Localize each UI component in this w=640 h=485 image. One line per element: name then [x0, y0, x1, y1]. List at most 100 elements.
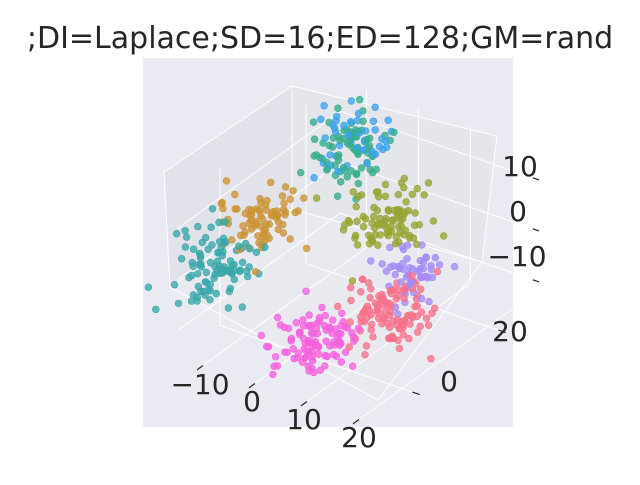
scatter-point-cluster-1	[328, 143, 337, 151]
scatter-point-cluster-2	[429, 217, 438, 225]
scatter-point-cluster-3	[217, 199, 226, 208]
scatter-point-cluster-2	[370, 203, 378, 212]
scatter-point-cluster-5	[405, 281, 413, 289]
scatter-point-cluster-6	[273, 362, 282, 370]
scatter-point-cluster-7	[361, 307, 369, 316]
scatter-point-cluster-1	[347, 167, 355, 175]
scatter-point-cluster-6	[318, 303, 326, 312]
scatter-point-cluster-4	[224, 304, 233, 312]
scatter-point-cluster-7	[422, 314, 431, 322]
scatter-point-cluster-7	[411, 302, 419, 311]
scatter-point-cluster-5	[395, 264, 403, 272]
scatter-point-cluster-6	[320, 322, 329, 330]
scatter-point-cluster-6	[281, 348, 289, 356]
scatter-point-cluster-7	[386, 286, 394, 295]
scatter-point-cluster-4	[207, 223, 215, 231]
scatter-point-cluster-0	[344, 131, 353, 139]
scatter-point-cluster-5	[419, 264, 428, 273]
scatter-point-cluster-7	[385, 302, 393, 311]
scatter-point-cluster-1	[353, 149, 362, 157]
scatter-point-cluster-6	[341, 348, 350, 356]
scatter-point-cluster-3	[239, 222, 247, 230]
scatter-point-cluster-5	[425, 298, 433, 306]
scatter-point-cluster-1	[365, 142, 374, 150]
scatter-point-cluster-0	[381, 137, 390, 145]
scatter-point-cluster-6	[337, 321, 345, 330]
scatter-point-cluster-7	[405, 334, 413, 343]
scatter-point-cluster-3	[279, 220, 287, 229]
scatter-point-cluster-1	[339, 163, 348, 172]
scatter-point-cluster-2	[396, 215, 404, 224]
scatter-point-cluster-7	[380, 297, 388, 305]
scatter-point-cluster-2	[351, 234, 359, 242]
scatter-point-cluster-7	[365, 279, 373, 287]
scatter-point-cluster-4	[172, 230, 181, 238]
scatter-point-cluster-4	[261, 243, 269, 251]
scatter-point-cluster-0	[334, 167, 342, 176]
x-tick-mark	[352, 419, 360, 425]
scatter-point-cluster-3	[222, 177, 231, 185]
x-tick-label-neg10: −10	[170, 368, 229, 401]
scatter-point-cluster-2	[379, 221, 388, 229]
scatter-point-cluster-3	[286, 235, 294, 243]
scatter-point-cluster-2	[400, 174, 408, 183]
scatter-point-cluster-4	[185, 273, 193, 282]
scatter-point-cluster-0	[347, 97, 355, 105]
scatter-point-cluster-2	[440, 232, 448, 240]
scatter-point-cluster-4	[197, 263, 206, 271]
scatter-point-cluster-7	[371, 299, 380, 307]
scatter-point-cluster-7	[433, 267, 442, 276]
scatter-point-cluster-6	[314, 342, 322, 350]
scatter-point-cluster-5	[399, 245, 408, 254]
x-grid-floor	[306, 283, 471, 402]
scatter-point-cluster-1	[333, 192, 342, 200]
scatter-point-cluster-2	[357, 191, 366, 199]
scatter-point-cluster-4	[228, 269, 236, 277]
scatter-point-cluster-1	[357, 164, 366, 172]
scatter-point-cluster-2	[411, 209, 419, 217]
scatter-point-cluster-3	[280, 199, 288, 207]
data-points	[144, 95, 459, 379]
scatter-point-cluster-2	[384, 206, 393, 214]
scatter-point-cluster-5	[367, 257, 375, 265]
scatter-point-cluster-2	[415, 221, 424, 229]
scatter-point-cluster-5	[422, 253, 430, 262]
scatter-point-cluster-3	[286, 195, 294, 203]
scatter-point-cluster-5	[450, 262, 459, 271]
scatter-point-cluster-2	[396, 228, 404, 237]
scatter-point-cluster-2	[353, 217, 361, 226]
scatter-point-cluster-4	[208, 205, 217, 213]
scatter-point-cluster-2	[368, 219, 376, 227]
z-tick-mark	[532, 279, 540, 283]
scatter-point-cluster-4	[181, 227, 189, 235]
scatter-point-cluster-6	[299, 316, 307, 324]
scatter-point-cluster-3	[259, 230, 268, 238]
scatter-point-cluster-5	[391, 270, 399, 279]
scatter-point-cluster-6	[310, 368, 318, 377]
scatter-point-cluster-2	[368, 236, 376, 244]
scatter-point-cluster-2	[361, 215, 370, 223]
scatter-point-cluster-0	[310, 174, 318, 182]
scatter-point-cluster-0	[363, 159, 371, 168]
x-tick-mark	[248, 383, 256, 389]
scatter-point-cluster-3	[228, 236, 236, 244]
scatter-point-cluster-0	[384, 116, 392, 124]
scatter-point-cluster-6	[330, 341, 338, 349]
scatter-point-cluster-6	[332, 352, 341, 360]
scatter-point-cluster-0	[354, 109, 363, 118]
y-tick-mark	[498, 329, 506, 334]
scatter-point-cluster-2	[353, 241, 362, 249]
scatter-point-cluster-4	[202, 268, 211, 277]
scatter-point-cluster-6	[273, 313, 282, 322]
scatter-point-cluster-6	[328, 329, 336, 337]
scatter-point-cluster-6	[264, 343, 273, 351]
scatter-point-cluster-5	[386, 243, 394, 252]
z-grid-side	[176, 110, 341, 230]
scatter-point-cluster-2	[397, 222, 406, 230]
scatter-point-cluster-7	[400, 285, 408, 294]
scatter-point-cluster-3	[257, 222, 265, 231]
scatter-point-cluster-1	[354, 179, 363, 188]
scatter-point-cluster-5	[428, 273, 437, 282]
scatter-point-cluster-5	[403, 255, 411, 263]
scatter-point-cluster-4	[199, 287, 208, 296]
